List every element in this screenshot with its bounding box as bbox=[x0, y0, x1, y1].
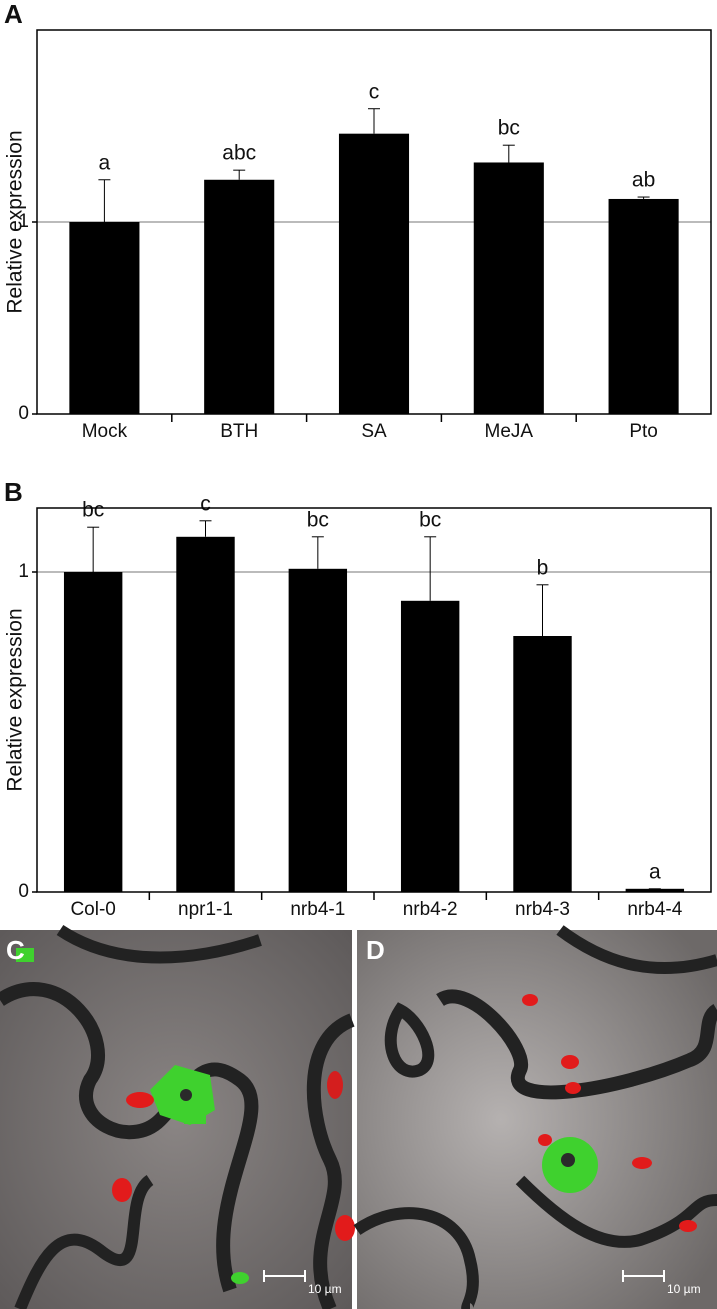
y-tick-label: 1 bbox=[18, 211, 29, 232]
bar bbox=[473, 162, 544, 414]
significance-letter: bc bbox=[307, 508, 329, 531]
x-tick-label: Col-0 bbox=[70, 899, 115, 920]
x-tick-label: MeJA bbox=[485, 421, 534, 442]
micrograph-d bbox=[353, 925, 717, 1309]
x-tick-label: nrb4-1 bbox=[290, 899, 345, 920]
scale-bar-label: 10 µm bbox=[667, 1282, 701, 1296]
x-tick-label: nrb4-4 bbox=[627, 899, 682, 920]
y-tick-label: 0 bbox=[18, 881, 29, 902]
x-tick-label: Mock bbox=[82, 421, 128, 442]
x-tick-label: BTH bbox=[220, 421, 258, 442]
bar bbox=[338, 133, 410, 414]
bar bbox=[608, 198, 679, 414]
bar bbox=[204, 179, 275, 414]
significance-letter: ab bbox=[632, 169, 655, 192]
panel-label: B bbox=[4, 477, 23, 507]
scale-bar-label: 10 µm bbox=[308, 1282, 342, 1296]
significance-letter: bc bbox=[419, 508, 441, 531]
plot-frame bbox=[36, 29, 712, 415]
y-axis-label: Relative expression bbox=[4, 608, 27, 791]
x-tick-label: SA bbox=[361, 421, 387, 442]
micrograph-c bbox=[0, 924, 356, 1309]
panel-label: C bbox=[6, 935, 25, 965]
bar bbox=[69, 222, 140, 414]
x-tick-label: npr1-1 bbox=[178, 899, 233, 920]
x-tick-label: nrb4-2 bbox=[403, 899, 458, 920]
bar bbox=[63, 572, 123, 892]
bar bbox=[625, 888, 685, 892]
panel-label: A bbox=[4, 0, 23, 29]
significance-letter: b bbox=[537, 556, 549, 579]
significance-letter: c bbox=[369, 80, 380, 103]
significance-letter: abc bbox=[222, 142, 256, 165]
x-tick-label: Pto bbox=[629, 421, 658, 442]
x-tick-label: nrb4-3 bbox=[515, 899, 570, 920]
significance-letter: a bbox=[649, 860, 661, 883]
significance-letter: c bbox=[200, 492, 211, 515]
y-tick-label: 1 bbox=[18, 561, 29, 582]
significance-letter: bc bbox=[498, 117, 520, 140]
significance-letter: a bbox=[99, 151, 111, 174]
y-axis-label: Relative expression bbox=[4, 130, 27, 313]
bar bbox=[176, 536, 235, 892]
significance-letter: bc bbox=[82, 499, 104, 522]
bar bbox=[400, 600, 460, 892]
plot-frame bbox=[36, 507, 712, 893]
panel-label: D bbox=[366, 935, 385, 965]
y-tick-label: 0 bbox=[18, 403, 29, 424]
bar bbox=[288, 568, 348, 892]
bar bbox=[513, 636, 572, 892]
